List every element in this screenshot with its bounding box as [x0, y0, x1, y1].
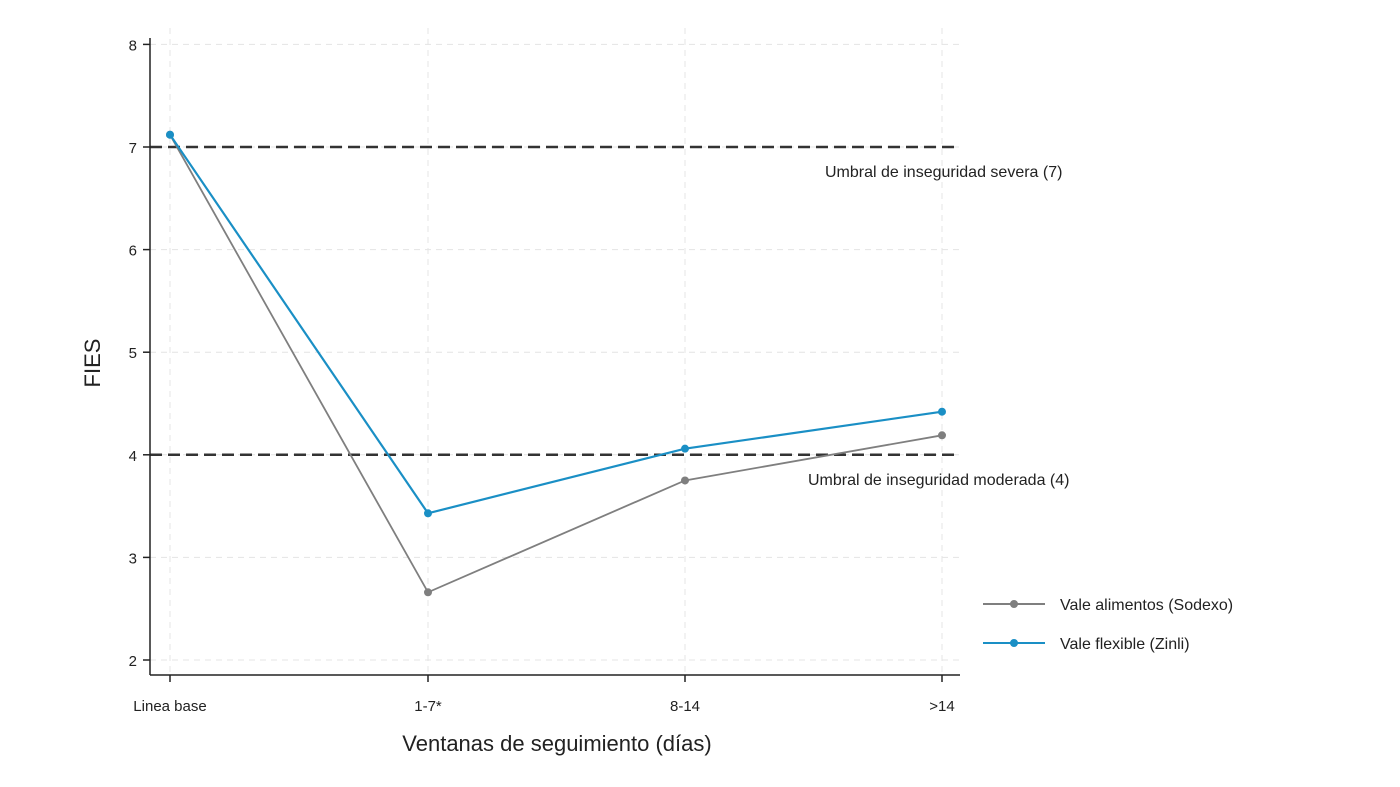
series-group: [166, 130, 946, 597]
series-1-point-0: [166, 130, 174, 139]
series-1-point-1: [424, 509, 432, 518]
y-tick-label-6: 6: [129, 243, 137, 260]
reference-lines: Umbral de inseguridad severa (7) Umbral d…: [150, 145, 1069, 489]
x-tick-label-1: 1-7*: [414, 698, 442, 715]
legend-marker-0: [1010, 600, 1018, 608]
grid: [150, 28, 960, 675]
x-tick-label-2: 8-14: [670, 698, 700, 715]
series-0-point-2: [681, 476, 689, 485]
y-tick-label-2: 2: [129, 653, 137, 670]
legend-label-0: Vale alimentos (Sodexo): [1060, 597, 1233, 614]
y-tick-label-3: 3: [129, 550, 137, 567]
series-0-point-1: [424, 588, 432, 597]
series-line-1: [169, 134, 943, 515]
y-tick-label-5: 5: [129, 345, 137, 362]
x-tick-label-3: >14: [929, 698, 954, 715]
axes: 2 3 4 5 6 7 8 Linea base 1-7* 8-14 >14: [129, 37, 960, 715]
series-line-0: [169, 134, 943, 594]
legend-label-1: Vale flexible (Zinli): [1060, 636, 1190, 653]
x-axis-title: Ventanas de seguimiento (días): [402, 731, 711, 756]
y-tick-label-4: 4: [129, 448, 137, 465]
reference-line-label-4: Umbral de inseguridad moderada (4): [808, 472, 1069, 489]
legend-marker-1: [1010, 639, 1018, 647]
series-1-point-3: [938, 407, 946, 416]
y-tick-label-8: 8: [129, 37, 137, 54]
series-0-point-3: [938, 431, 946, 440]
reference-line-label-7: Umbral de inseguridad severa (7): [825, 164, 1062, 181]
x-tick-label-0: Linea base: [133, 698, 206, 715]
legend: Vale alimentos (Sodexo) Vale flexible (Zi…: [983, 597, 1233, 653]
y-axis-title: FIES: [80, 339, 105, 388]
y-tick-label-7: 7: [129, 140, 137, 157]
series-1-point-2: [681, 444, 689, 453]
